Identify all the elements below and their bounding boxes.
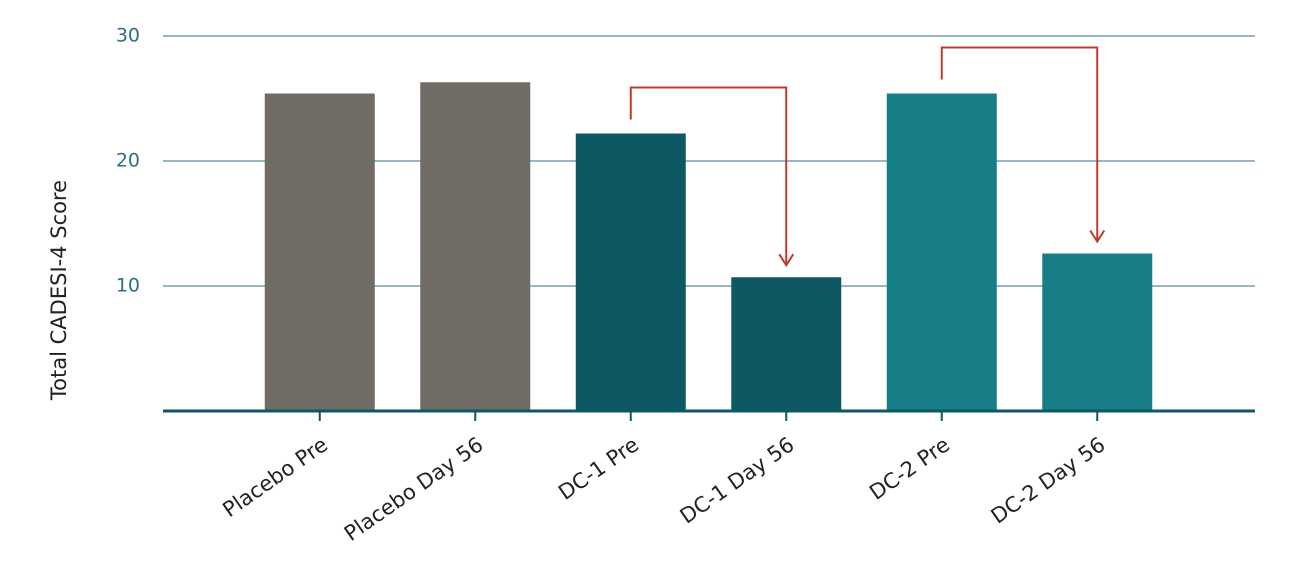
x-tick-label: DC-1 Day 56 (676, 432, 799, 528)
arrow-head (1089, 229, 1106, 244)
arrow-head (778, 253, 795, 268)
x-tick-label: Placebo Pre (218, 432, 332, 522)
x-tick-label: DC-2 Day 56 (987, 432, 1110, 528)
change-arrow (940, 46, 1099, 242)
x-tick-label: DC-2 Pre (865, 432, 954, 504)
x-tick-label: Placebo Day 56 (340, 432, 488, 545)
bar (420, 82, 531, 411)
change-arrow (629, 86, 788, 266)
y-tick-label: 10 (116, 275, 140, 297)
y-tick-label: 20 (116, 150, 140, 172)
x-tick-label: DC-1 Pre (554, 432, 643, 504)
bar (1042, 253, 1153, 411)
bar (575, 133, 686, 411)
y-axis-label: Total CADESI-4 Score (47, 180, 71, 401)
bar (731, 277, 842, 411)
bar (264, 93, 375, 411)
y-tick-label: 30 (116, 25, 140, 47)
bar (886, 93, 997, 411)
